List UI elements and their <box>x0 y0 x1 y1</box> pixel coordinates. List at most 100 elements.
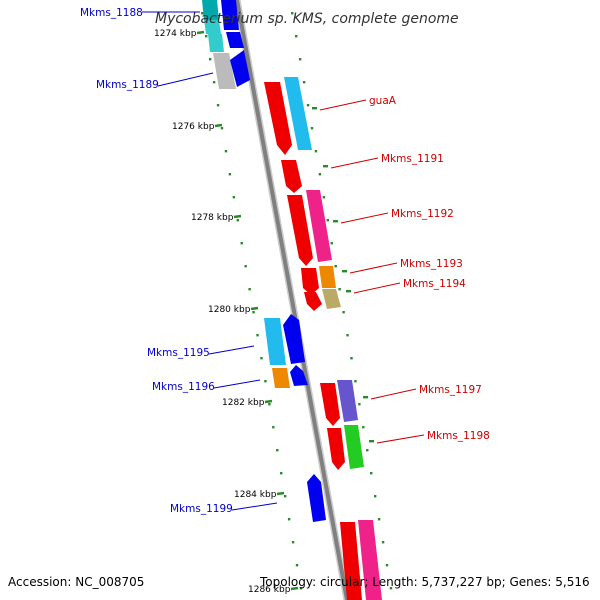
gene-block-1195[interactable] <box>264 314 305 365</box>
gene-label-left[interactable]: Mkms_1189 <box>96 79 159 91</box>
tick-dot <box>208 58 212 61</box>
tick-dot <box>276 449 279 452</box>
tick-dot <box>299 587 303 590</box>
label-leader-line <box>208 345 255 355</box>
tick-dot <box>295 564 299 567</box>
tick-dot <box>302 81 306 84</box>
tick-dot <box>287 518 291 521</box>
tick-dot <box>310 127 314 130</box>
tick-dot <box>377 518 381 521</box>
gene-marker <box>323 165 328 168</box>
tick-dot <box>318 173 322 176</box>
label-leader-line <box>157 72 214 87</box>
label-leader-line <box>340 212 389 224</box>
tick-dot <box>272 426 275 429</box>
tick-dot <box>224 150 228 153</box>
tick-dot <box>228 173 232 176</box>
tick-dot <box>205 35 208 38</box>
tick-dot <box>366 449 369 452</box>
tick-dot <box>370 472 373 475</box>
tick-dot <box>330 242 333 245</box>
tick-dot <box>252 311 255 314</box>
kbp-label: 1282 kbp <box>222 398 265 408</box>
tick-dot <box>358 403 361 406</box>
tick-dot <box>326 219 329 222</box>
gene-label-right[interactable]: Mkms_1198 <box>427 430 490 442</box>
label-leader-line <box>376 434 425 444</box>
gene-marker <box>333 220 338 223</box>
label-leader-line <box>231 502 278 511</box>
tick-dot <box>298 58 302 61</box>
gene-label-right[interactable]: guaA <box>369 95 397 107</box>
tick-dot <box>291 541 295 544</box>
kbp-tick <box>290 586 299 591</box>
tick-dot <box>342 311 345 314</box>
gene-block-1188[interactable] <box>202 0 244 52</box>
tick-dot <box>381 541 385 544</box>
gene-label-left[interactable]: Mkms_1196 <box>152 381 215 393</box>
gene-mkms-1192[interactable] <box>287 190 332 266</box>
gene-label-right[interactable]: Mkms_1194 <box>403 278 466 290</box>
kbp-tick <box>250 306 259 311</box>
accession-text: Accession: NC_008705 <box>8 575 144 589</box>
gene-marker <box>363 396 368 399</box>
gene-marker <box>346 290 351 293</box>
gene-mkms-1191[interactable] <box>281 160 302 193</box>
tick-dot <box>236 219 239 222</box>
gene-labels-left: Mkms_1188 Mkms_1189 Mkms_1195 Mkms_1196 Mkms… <box>80 7 278 515</box>
gene-mkms-1198[interactable] <box>327 425 364 470</box>
gene-block-1189[interactable] <box>213 50 250 89</box>
kbp-tick <box>276 491 285 496</box>
kbp-label: 1276 kbp <box>172 122 215 132</box>
tick-dot <box>216 104 220 107</box>
kbp-label: 1278 kbp <box>191 213 234 223</box>
tick-dot <box>244 265 247 268</box>
tick-dot <box>232 196 236 199</box>
kbp-axis: 1274 kbp 1276 kbp 1278 kbp 1280 kbp 1282 kbp… <box>154 29 299 595</box>
tick-dot <box>362 426 365 429</box>
tick-dot <box>291 12 294 15</box>
tick-dot <box>389 587 393 590</box>
label-leader-line <box>319 99 367 111</box>
gene-label-left[interactable]: Mkms_1195 <box>147 347 210 359</box>
gene-label-right[interactable]: Mkms_1191 <box>381 153 444 165</box>
gene-label-right[interactable]: Mkms_1197 <box>419 384 482 396</box>
tick-dot <box>295 35 298 38</box>
tick-dot <box>220 127 224 130</box>
tick-dot <box>306 104 310 107</box>
gene-label-right[interactable]: Mkms_1193 <box>400 258 463 270</box>
tick-dot <box>212 81 216 84</box>
label-leader-line <box>349 262 398 274</box>
kbp-label: 1274 kbp <box>154 29 197 39</box>
label-leader-line <box>330 157 379 169</box>
tick-dot <box>260 357 263 360</box>
tick-dots-inner <box>201 12 303 590</box>
tick-dot <box>354 380 357 383</box>
kbp-label: 1286 kbp <box>248 585 291 595</box>
gene-block-bottom[interactable] <box>340 520 382 600</box>
tick-dot <box>334 265 337 268</box>
topology-text: Topology: circular; Length: 5,737,227 bp… <box>259 575 590 589</box>
gene-mkms-1194[interactable] <box>304 289 341 311</box>
label-leader-line <box>213 379 261 389</box>
gene-label-left[interactable]: Mkms_1188 <box>80 7 143 19</box>
tick-dot <box>268 403 271 406</box>
gene-marker <box>312 107 317 110</box>
gene-mkms-1193[interactable] <box>301 266 336 295</box>
gene-block-1199[interactable] <box>307 474 326 522</box>
gene-label-right[interactable]: Mkms_1192 <box>391 208 454 220</box>
gene-mkms-1197[interactable] <box>320 380 358 426</box>
gene-label-left[interactable]: Mkms_1199 <box>170 503 233 515</box>
gene-block-1196[interactable] <box>272 365 308 388</box>
kbp-tick <box>196 30 205 35</box>
tick-dot <box>338 288 341 291</box>
label-leader-line <box>370 388 417 400</box>
tick-dot <box>256 334 259 337</box>
tick-dot <box>264 380 267 383</box>
kbp-label: 1280 kbp <box>208 305 251 315</box>
tick-dot <box>248 288 251 291</box>
gene-guaA[interactable] <box>264 77 312 155</box>
gene-marker <box>342 270 347 273</box>
genome-backbone-core <box>235 0 349 600</box>
